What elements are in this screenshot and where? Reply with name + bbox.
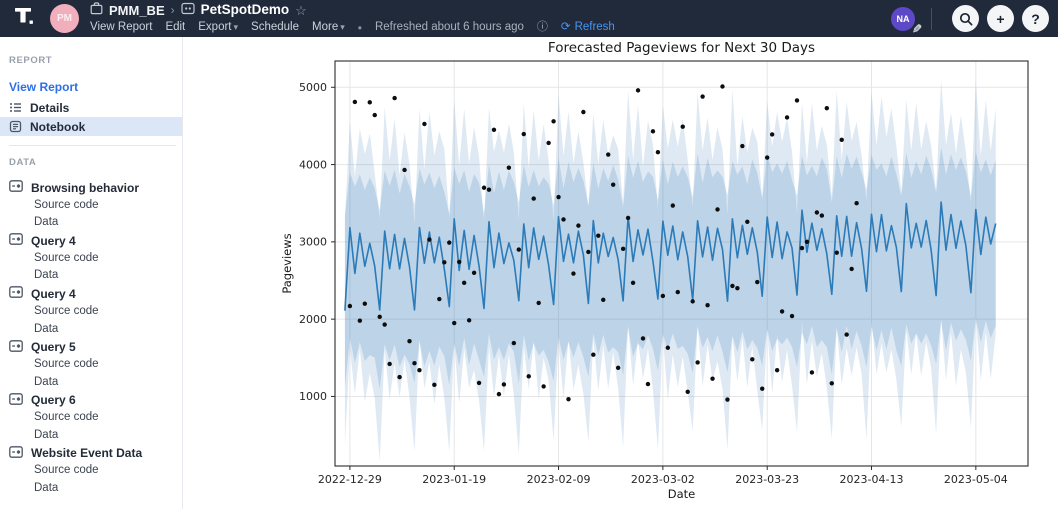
dataframe-icon <box>9 392 23 408</box>
refresh-icon: ⟳ <box>560 20 571 33</box>
sidebar-item-notebook[interactable]: Notebook <box>0 117 182 136</box>
sidebar-divider <box>9 145 176 146</box>
search-icon <box>959 12 972 25</box>
svg-text:2000: 2000 <box>299 313 327 326</box>
sidebar-subitem-data[interactable]: Data <box>34 375 59 388</box>
menu-more[interactable]: More ▾ <box>312 20 345 33</box>
breadcrumb-separator: › <box>170 3 175 17</box>
project-icon <box>90 1 103 19</box>
dataframe-icon <box>9 339 23 355</box>
sidebar-subitem-source-code[interactable]: Source code <box>34 251 99 264</box>
search-button[interactable] <box>952 5 979 32</box>
dataframe-icon <box>9 286 23 301</box>
svg-text:Date: Date <box>668 487 696 501</box>
sidebar-item-website-event-data[interactable]: Website Event Data <box>0 444 182 462</box>
svg-text:5000: 5000 <box>299 81 327 94</box>
svg-text:2023-05-04: 2023-05-04 <box>944 473 1008 486</box>
list-icon <box>9 101 22 114</box>
dataframe-icon <box>9 233 23 248</box>
svg-text:Forecasted Pageviews for Next: Forecasted Pageviews for Next 30 Days <box>548 40 815 56</box>
chevron-down-icon: ▾ <box>340 21 345 32</box>
sidebar-item-query-4[interactable]: Query 4 <box>0 232 182 250</box>
chevron-down-icon: ▾ <box>233 21 239 32</box>
sidebar-item-details[interactable]: Details <box>0 98 182 117</box>
add-button[interactable]: + <box>987 5 1014 32</box>
svg-text:2023-04-13: 2023-04-13 <box>840 473 904 486</box>
sidebar: REPORT View Report Details <box>0 37 183 509</box>
sidebar-subitem-data[interactable]: Data <box>34 269 59 282</box>
breadcrumb-app-title[interactable]: PetSpotDemo <box>200 2 290 18</box>
help-button[interactable]: ? <box>1022 5 1049 32</box>
menu-export[interactable]: Export ▾ <box>198 20 239 33</box>
sidebar-subitem-source-code[interactable]: Source code <box>34 198 99 211</box>
sidebar-subitem-data[interactable]: Data <box>34 322 59 335</box>
menu-view-report[interactable]: View Report <box>90 20 153 33</box>
forecast-chart: Forecasted Pageviews for Next 30 Days 100… <box>280 40 1029 501</box>
sidebar-item-query-4b[interactable]: Query 4 <box>0 285 182 303</box>
sidebar-subitem-data[interactable]: Data <box>34 481 59 494</box>
topbar-divider <box>931 7 932 30</box>
menu-schedule[interactable]: Schedule <box>251 20 300 33</box>
dot-separator: • <box>357 20 362 35</box>
sidebar-subitem-source-code[interactable]: Source code <box>34 464 99 476</box>
breadcrumb-project[interactable]: PMM_BE <box>109 2 165 18</box>
sidebar-subitem-data[interactable]: Data <box>34 428 59 441</box>
product-logo-icon[interactable] <box>13 5 35 32</box>
report-section-header: REPORT <box>9 55 53 66</box>
data-section-header: DATA <box>9 157 37 168</box>
notebook-icon <box>9 120 22 133</box>
svg-text:2023-03-02: 2023-03-02 <box>631 473 695 486</box>
refresh-button[interactable]: ⟳ Refresh <box>560 20 615 33</box>
svg-text:2023-01-19: 2023-01-19 <box>422 473 486 486</box>
svg-text:Pageviews: Pageviews <box>280 233 294 293</box>
user-avatar[interactable]: NA ✎ <box>891 6 922 36</box>
dataframe-icon <box>9 445 23 461</box>
menu-edit[interactable]: Edit <box>165 20 186 33</box>
dataframe-icon <box>9 180 23 195</box>
app-icon <box>181 2 195 19</box>
info-icon[interactable]: ⓘ <box>536 21 548 33</box>
sidebar-item-query-6[interactable]: Query 6 <box>0 391 182 409</box>
sidebar-subitem-data[interactable]: Data <box>34 216 59 229</box>
sidebar-item-label: Notebook <box>30 119 86 134</box>
svg-text:2023-02-09: 2023-02-09 <box>527 473 591 486</box>
svg-text:3000: 3000 <box>299 236 327 249</box>
topbar-right: NA ✎ + ? <box>891 5 1049 36</box>
sidebar-subitem-source-code[interactable]: Source code <box>34 410 99 423</box>
sidebar-subitem-source-code[interactable]: Source code <box>34 357 99 370</box>
view-report-link[interactable]: View Report <box>9 80 79 94</box>
svg-text:2023-03-23: 2023-03-23 <box>735 473 799 486</box>
topbar: PM PMM_BE › PetSpo <box>0 0 1058 37</box>
pencil-icon: ✎ <box>911 21 922 36</box>
svg-text:1000: 1000 <box>299 390 327 403</box>
workspace-avatar[interactable]: PM <box>50 4 79 33</box>
svg-text:4000: 4000 <box>299 158 327 171</box>
sidebar-item-browsing-behavior[interactable]: Browsing behavior <box>0 179 182 197</box>
refreshed-status: Refreshed about 6 hours ago <box>374 20 524 33</box>
sidebar-item-query-5[interactable]: Query 5 <box>0 338 182 356</box>
svg-text:2022-12-29: 2022-12-29 <box>318 473 382 486</box>
breadcrumb: PMM_BE › PetSpotDemo ☆ View Report Edit … <box>90 1 615 35</box>
sidebar-subitem-source-code[interactable]: Source code <box>34 304 99 317</box>
star-icon[interactable]: ☆ <box>295 2 307 18</box>
sidebar-item-label: Details <box>30 100 70 115</box>
